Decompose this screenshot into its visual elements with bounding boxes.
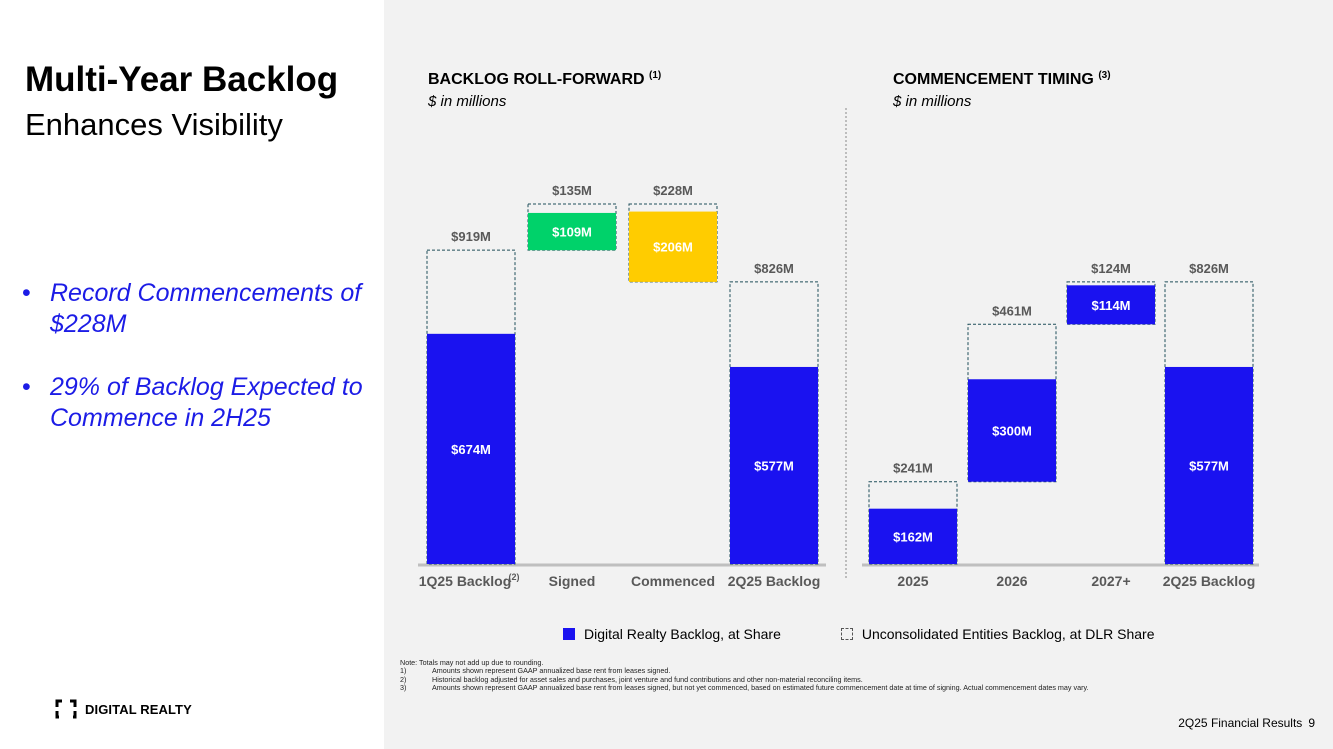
bullet-dot-icon: • [22,279,31,307]
key-points-list: • Record Commencements of $228M • 29% of B… [22,278,372,466]
legend-solid-label: Digital Realty Backlog, at Share [584,626,781,642]
chart2-2q25-backlog-total-label: $826M [1189,261,1229,276]
chart1-signed-dlr-label: $109M [552,225,592,240]
chart2-2q25-backlog-dlr-label: $577M [1189,458,1229,473]
bullet-dot-icon: • [22,373,31,401]
chart2-2025-category-label: 2025 [897,573,928,589]
chart1-signed-dlr-bar [528,212,616,251]
left-panel: Multi-Year Backlog Enhances Visibility •… [0,0,384,749]
chart2-unit: $ in millions [893,93,972,110]
footnote-1: 1) Amounts shown represent GAAP annualize… [400,666,1280,676]
chart2-2q25-backlog-category-label: 2Q25 Backlog [1163,573,1256,589]
chart2-title: COMMENCEMENT TIMING (3) [893,70,1111,89]
chart-legend: Digital Realty Backlog, at Share Unconso… [563,626,1154,642]
chart1-1q25-backlog-category-label: 1Q25 Backlog [419,573,512,589]
footnote-text: Historical backlog adjusted for asset sa… [432,674,863,684]
chart1-1q25-backlog-category-note: (2) [509,572,520,582]
digital-realty-logo: DIGITAL REALTY [55,699,192,719]
chart2-2025-dlr-bar [869,508,957,564]
chart1-title-text: BACKLOG ROLL-FORWARD [428,71,645,88]
chart1-2q25-backlog-dlr-label: $577M [754,458,794,473]
chart2-2027--dlr-label: $114M [1091,298,1130,313]
footer-text: 2Q25 Financial Results [1178,716,1303,730]
chart1-commenced-category-label: Commenced [631,573,715,589]
footnote-2: 2) Historical backlog adjusted for asset … [400,674,1280,684]
chart1-1q25-backlog-dlr-label: $674M [451,442,491,457]
chart2-2027--dlr-bar [1067,285,1155,325]
chart2-title-text: COMMENCEMENT TIMING [893,71,1094,88]
chart1-2q25-backlog-category-label: 2Q25 Backlog [728,573,821,589]
bullet-text: 29% of Backlog Expected to Commence in 2… [50,373,363,432]
bracket-logo-icon [55,699,77,719]
chart2-2q25-backlog-dlr-bar [1165,366,1253,564]
chart1-title: BACKLOG ROLL-FORWARD (1) [428,70,661,89]
logo-text: DIGITAL REALTY [85,701,192,717]
footnote-num: 3) [400,682,407,692]
chart2-2026-dlr-label: $300M [992,423,1032,438]
bullet-record-commencements: • Record Commencements of $228M [22,278,372,340]
page-footer: 2Q25 Financial Results 9 [1178,716,1315,730]
footnote-num: 1) [400,666,407,676]
chart2-2026-dlr-bar [968,379,1056,482]
footnote-3: 3) Amounts shown represent GAAP annualize… [400,682,1280,692]
slide-subtitle: Enhances Visibility [25,107,283,142]
chart1-1q25-backlog-dlr-bar [427,333,515,564]
chart1-2q25-backlog-total-label: $826M [754,261,794,276]
chart2-2026-total-label: $461M [992,303,1032,318]
chart2-2025-total-label: $241M [893,461,933,476]
slide-title: Multi-Year Backlog [25,60,339,99]
footnote-intro: Note: Totals may not add up due to round… [400,658,544,667]
footnote-num: 2) [400,674,407,684]
chart1-commenced-dlr-label: $206M [653,240,693,255]
chart1-2q25-backlog-dlr-bar [730,366,818,564]
footnote-text: Amounts shown represent GAAP annualized … [432,682,1089,692]
bullet-backlog-expected: • 29% of Backlog Expected to Commence in … [22,372,372,434]
legend-solid-swatch [563,628,575,640]
chart1-commenced-dlr-bar [629,211,717,282]
footnotes: Note: Totals may not add up due to round… [400,658,1280,692]
chart2-2026-category-label: 2026 [996,573,1027,589]
chart2-title-note: (3) [1098,70,1111,81]
page-number: 9 [1308,716,1315,730]
chart1-title-note: (1) [649,70,662,81]
legend-dashed-label: Unconsolidated Entities Backlog, at DLR … [861,626,1155,642]
chart2-2027--total-label: $124M [1091,261,1131,276]
chart1-signed-total-label: $135M [552,183,592,198]
chart1-commenced-total-label: $228M [653,183,693,198]
bullet-text: Record Commencements of $228M [50,279,362,338]
chart2-2027--category-label: 2027+ [1091,573,1130,589]
chart2-2025-dlr-label: $162M [893,529,933,544]
footnote-text: Amounts shown represent GAAP annualized … [432,666,671,676]
chart1-signed-category-label: Signed [549,573,596,589]
chart1-unit: $ in millions [428,93,507,110]
legend-dashed-swatch [840,628,853,640]
chart1-1q25-backlog-total-label: $919M [451,229,491,244]
